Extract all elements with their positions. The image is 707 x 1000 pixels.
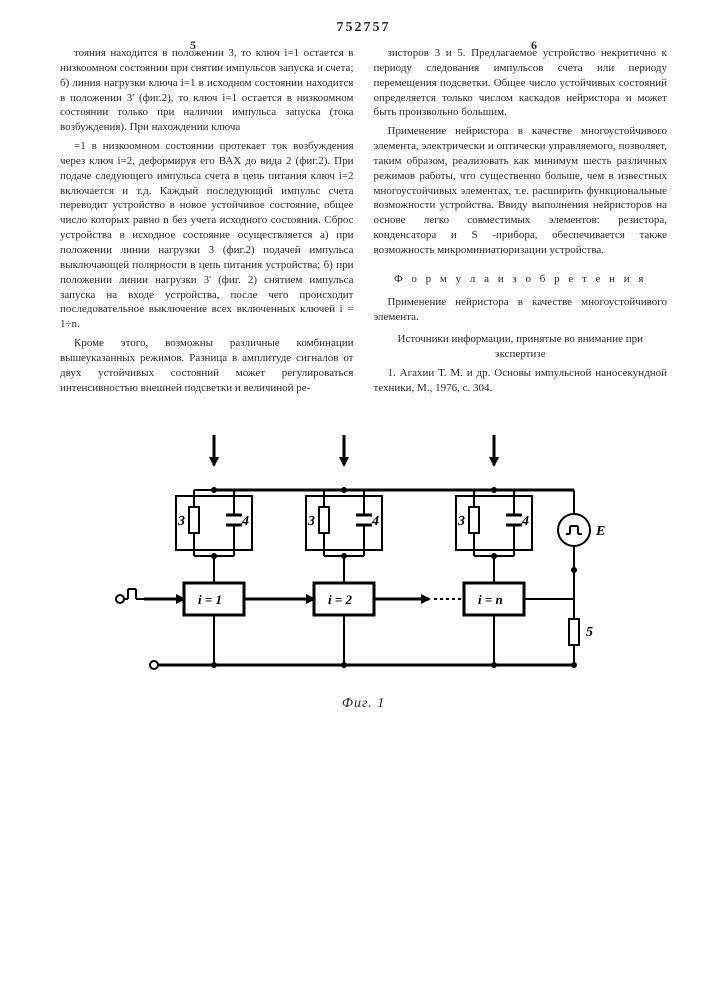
right-text-column: зисторов 3 и 5. Предлагаемое устройство … (374, 46, 668, 400)
svg-text:E: E (595, 524, 605, 539)
left-column-number: 5 (190, 38, 196, 53)
svg-text:i = n: i = n (478, 592, 503, 607)
right-paragraph-2: Применение нейристора в качестве многоус… (374, 124, 668, 258)
left-paragraph-1: тояния находится в положении 3, то ключ … (60, 46, 354, 135)
svg-text:5: 5 (586, 625, 593, 640)
right-paragraph-4: 1. Агахии Т. М. и др. Основы импульсной … (374, 366, 668, 396)
sources-header: Источники информации, принятые во вниман… (374, 332, 668, 362)
svg-text:3: 3 (307, 514, 315, 529)
left-paragraph-2: =1 в низкоомном состоянии протекает ток … (60, 139, 354, 332)
page-number-header: 752757 (60, 20, 667, 36)
right-paragraph-3: Применение нейристора в качестве многоус… (374, 295, 668, 325)
left-paragraph-3: Кроме этого, возможны различные комбинац… (60, 336, 354, 395)
svg-text:i = 2: i = 2 (328, 592, 353, 607)
formula-header: Ф о р м у л а и з о б р е т е н и я (374, 272, 668, 287)
svg-text:i = 1: i = 1 (198, 592, 222, 607)
svg-text:4: 4 (521, 514, 529, 529)
right-paragraph-1: зисторов 3 и 5. Предлагаемое устройство … (374, 46, 668, 120)
svg-text:3: 3 (457, 514, 465, 529)
circuit-diagram: 3 4 i = 1 3 4 i = 2 3 4 i = n E 5 (60, 430, 667, 690)
right-column-number: 6 (531, 38, 537, 53)
svg-text:4: 4 (241, 514, 249, 529)
svg-text:3: 3 (177, 514, 185, 529)
left-text-column: тояния находится в положении 3, то ключ … (60, 46, 354, 400)
svg-text:4: 4 (371, 514, 379, 529)
figure-caption: Фиг. 1 (60, 696, 667, 712)
